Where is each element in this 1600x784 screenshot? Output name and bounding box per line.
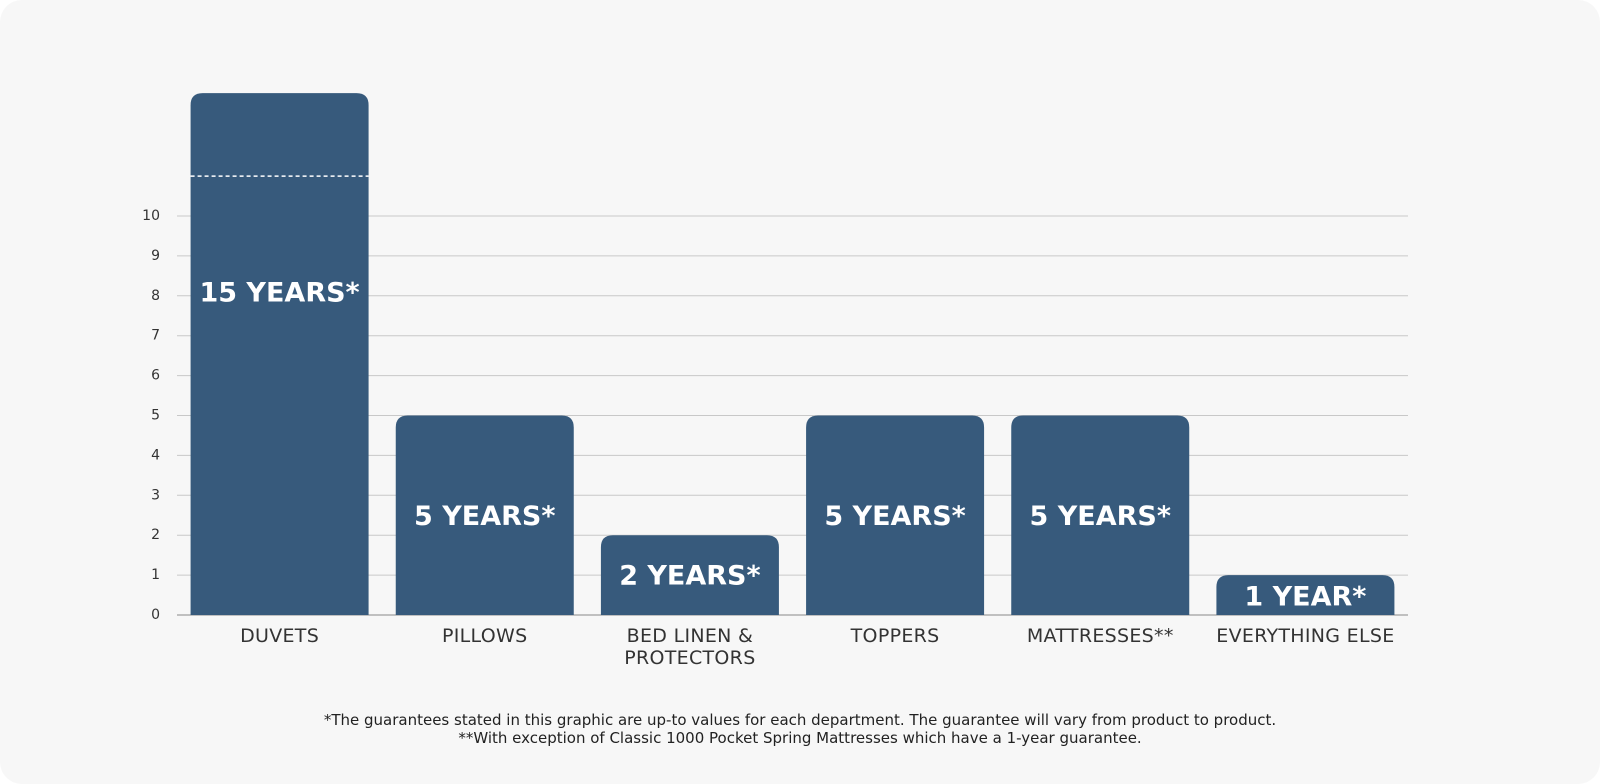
data-label: 2 YEARS*: [619, 561, 760, 592]
x-tick-label: DUVETS: [240, 625, 320, 647]
y-tick-label: 3: [151, 487, 160, 503]
bar: [190, 93, 369, 615]
bar: [1216, 575, 1395, 615]
y-tick-label: 10: [142, 208, 160, 224]
bar: [806, 415, 985, 615]
data-label: 5 YEARS*: [414, 501, 555, 532]
bar: [600, 535, 779, 615]
data-label: 15 YEARS*: [199, 278, 359, 309]
y-tick-label: 0: [151, 607, 160, 623]
y-tick-label: 1: [151, 567, 160, 583]
y-tick-label: 9: [151, 248, 160, 264]
x-tick-label: MATTRESSES**: [1026, 625, 1174, 647]
footnote: *The guarantees stated in this graphic a…: [323, 711, 1277, 729]
y-tick-label: 8: [151, 288, 160, 304]
y-tick-label: 4: [151, 447, 160, 463]
footnote: **With exception of Classic 1000 Pocket …: [458, 729, 1142, 747]
data-label: 5 YEARS*: [1030, 501, 1171, 532]
bar: [1011, 415, 1190, 615]
x-tick-label: PILLOWS: [442, 625, 528, 647]
x-tick-label: EVERYTHING ELSE: [1216, 625, 1395, 647]
x-tick-label: BED LINEN & PROTECTORS: [624, 625, 756, 669]
data-label: 1 YEAR*: [1244, 582, 1366, 613]
x-tick-label: TOPPERS: [850, 625, 940, 647]
bar: [395, 415, 574, 615]
y-tick-label: 6: [151, 368, 160, 384]
y-tick-label: 2: [151, 527, 160, 543]
data-label: 5 YEARS*: [824, 501, 965, 532]
y-tick-label: 7: [151, 328, 160, 344]
y-tick-label: 5: [151, 408, 160, 424]
